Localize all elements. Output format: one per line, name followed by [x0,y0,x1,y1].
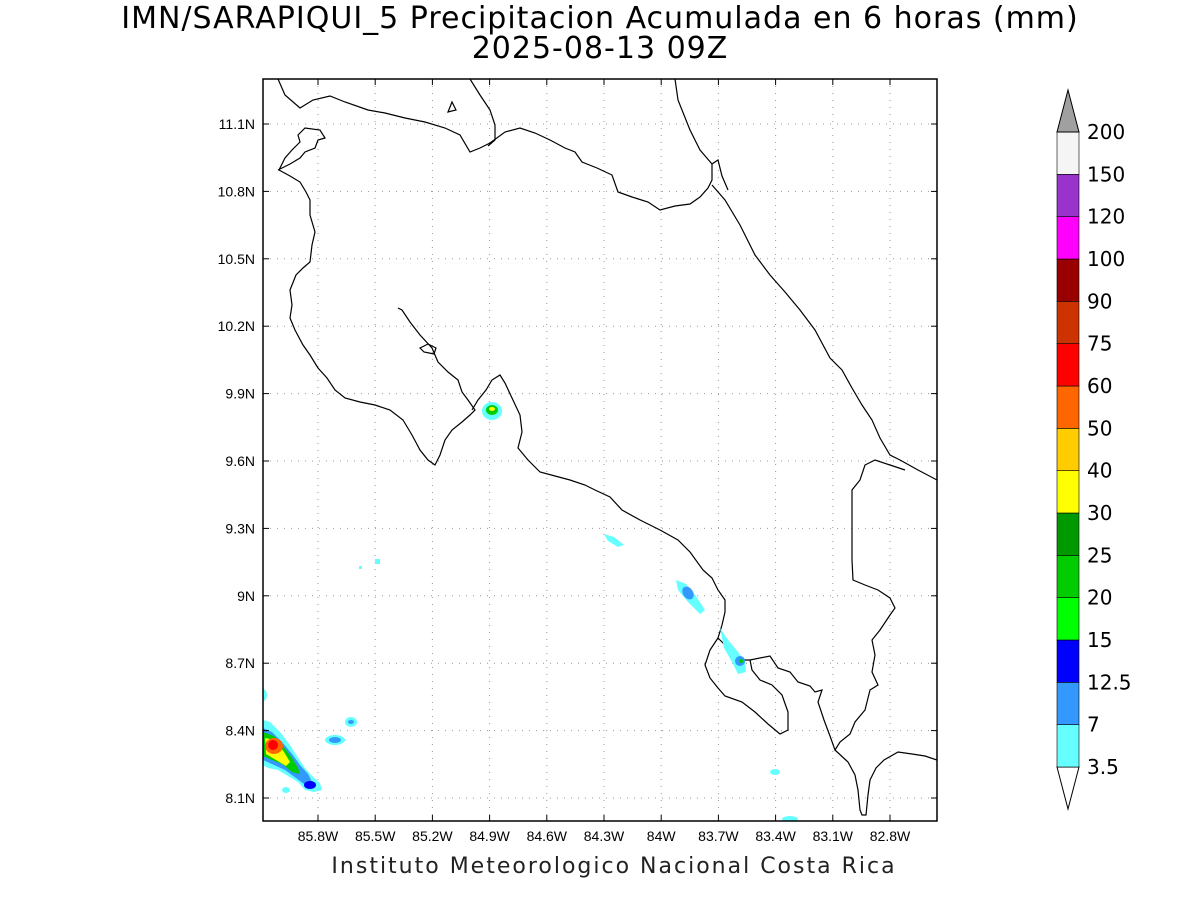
colorbar-label: 90 [1087,289,1112,313]
lat-tick-label: 10.5N [218,251,255,267]
colorbar-label: 15 [1087,628,1112,652]
lat-tick-label: 9N [237,588,255,604]
lat-tick-label: 9.3N [225,520,255,536]
lon-tick-label: 84W [647,828,677,844]
colorbar-label: 7 [1087,713,1100,737]
lon-tick-label: 84.3W [584,828,625,844]
colorbar-above-arrow [1056,88,1080,133]
lat-tick-label: 8.4N [225,723,255,739]
colorbar-segment [1056,174,1080,217]
colorbar-legend: 3.5 7 12.5 15 20 25 30 40 50 60 75 90 100 120 150 200 [1056,88,1132,811]
colorbar-segment [1056,258,1080,302]
lon-tick-label: 85.8W [298,828,339,844]
colorbar-segment [1056,428,1080,471]
chart-subtitle-date: 2025-08-13 09Z [471,31,729,66]
lat-tick-label: 9.6N [225,453,255,469]
coastlines [277,79,937,816]
colorbar-label: 150 [1087,162,1125,186]
lon-tick-label: 84.9W [469,828,510,844]
colorbar-segment [1056,639,1080,683]
lon-tick-label: 83.7W [698,828,739,844]
colorbar-below-arrow [1056,766,1080,811]
map-frame [262,78,938,822]
chart-title: IMN/SARAPIQUI_5 Precipitacion Acumulada … [121,1,1079,36]
colorbar-label: 3.5 [1087,755,1119,779]
colorbar-label: 60 [1087,374,1112,398]
colorbar-label: 120 [1087,205,1125,229]
pacific-coast-nicoya [277,127,476,466]
lat-tick-label: 8.7N [225,655,255,671]
colorbar-segment [1056,724,1080,768]
gulf-of-nicoya-inner [418,343,437,355]
colorbar-label: 40 [1087,459,1112,483]
colorbar-segment [1056,385,1080,429]
colorbar-segment [1056,301,1080,344]
axis-ticks: 85.8W 85.5W 85.2W 84.9W 84.6W 84.3W 84W 83.7W 83… [218,79,937,844]
lon-tick-label: 84.6W [527,828,568,844]
lat-tick-label: 9.9N [225,386,255,402]
nicaragua-pacific-coast [469,79,496,147]
lat-tick-label: 10.2N [218,318,255,334]
gulf-coast [471,374,906,752]
caribbean-coast [711,184,937,481]
nicaragua-caribbean-coast [674,79,713,165]
panama-border [834,749,937,816]
lat-tick-label: 10.8N [218,183,255,199]
colorbar-label: 25 [1087,543,1112,567]
colorbar-label: 100 [1087,247,1125,271]
map-grid [263,79,937,821]
colorbar-segment [1056,682,1080,725]
colorbar-segment [1056,597,1080,641]
footer-credit: Instituto Meteorologico Nacional Costa R… [331,854,897,879]
nicaragua-border [277,79,729,211]
colorbar-segment [1056,131,1080,175]
lat-tick-label: 11.1N [219,116,255,132]
colorbar-label: 50 [1087,416,1112,440]
colorbar-label: 200 [1087,120,1125,144]
colorbar-segment [1056,216,1080,260]
osa-peninsula [704,637,789,735]
colorbar-label: 30 [1087,501,1112,525]
colorbar-label: 20 [1087,586,1112,610]
colorbar-segment [1056,512,1080,556]
precipitation-field [263,402,798,821]
colorbar-label: 75 [1087,332,1112,356]
colorbar-label: 12.5 [1087,670,1132,694]
lon-tick-label: 85.5W [355,828,396,844]
colorbar-segment [1056,343,1080,387]
lon-tick-label: 82.8W [870,828,911,844]
lon-tick-label: 83.1W [813,828,854,844]
lon-tick-label: 85.2W [412,828,453,844]
colorbar-segment [1056,555,1080,598]
island-north [447,100,457,113]
lat-tick-label: 8.1N [225,790,255,806]
lon-tick-label: 83.4W [755,828,796,844]
colorbar-segment [1056,470,1080,514]
